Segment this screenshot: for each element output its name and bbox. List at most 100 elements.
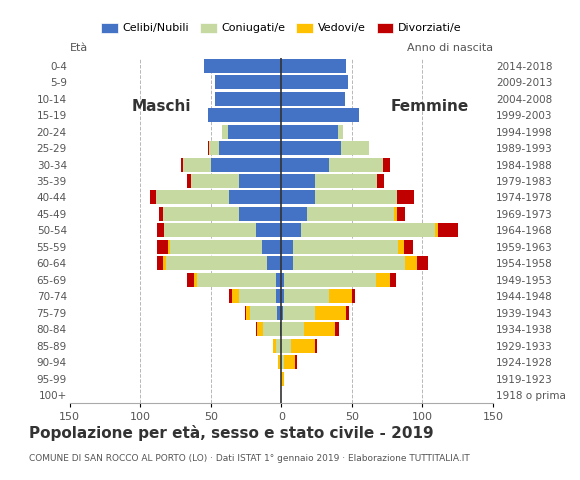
Text: Maschi: Maschi [132,99,191,114]
Bar [263,322,280,336]
Bar [281,306,282,320]
Bar [315,174,377,188]
Bar [338,125,343,139]
Bar [397,191,414,204]
Bar [155,191,229,204]
Bar [183,157,211,171]
Bar [245,306,246,320]
Bar [304,322,335,336]
Bar [197,273,276,287]
Bar [281,240,292,254]
Bar [204,59,281,73]
Bar [276,338,281,353]
Bar [208,108,281,122]
Bar [281,256,292,270]
Bar [340,141,369,155]
Bar [284,355,295,369]
Bar [267,256,281,270]
Bar [165,256,267,270]
Bar [228,125,281,139]
Bar [281,289,284,303]
Bar [284,289,329,303]
Bar [315,338,317,353]
Bar [281,174,315,188]
Bar [280,322,281,336]
Bar [329,289,352,303]
Bar [398,240,404,254]
Bar [194,273,197,287]
Bar [211,157,281,171]
Bar [292,240,398,254]
Text: Femmine: Femmine [390,99,469,114]
Bar [281,372,284,385]
Bar [157,256,163,270]
Bar [208,141,209,155]
Bar [281,273,284,287]
Bar [232,289,239,303]
Bar [276,273,281,287]
Bar [219,141,281,155]
Bar [278,355,280,369]
Bar [281,125,338,139]
Bar [281,141,340,155]
Bar [163,256,165,270]
Bar [281,75,347,89]
Bar [277,306,281,320]
Bar [284,273,376,287]
Bar [281,355,284,369]
Bar [239,289,276,303]
Bar [280,355,281,369]
Bar [168,240,170,254]
Bar [383,157,390,171]
Bar [209,141,219,155]
Bar [281,322,304,336]
Bar [377,174,385,188]
Bar [181,157,183,171]
Bar [281,207,307,221]
Bar [307,207,394,221]
Bar [215,92,281,106]
Bar [158,207,163,221]
Bar [281,92,345,106]
Bar [390,273,396,287]
Bar [164,223,256,238]
Bar [222,125,228,139]
Legend: Celibi/Nubili, Coniugati/e, Vedovi/e, Divorziati/e: Celibi/Nubili, Coniugati/e, Vedovi/e, Di… [97,18,466,38]
Bar [191,174,239,188]
Text: COMUNE DI SAN ROCCO AL PORTO (LO) · Dati ISTAT 1° gennaio 2019 · Elaborazione TU: COMUNE DI SAN ROCCO AL PORTO (LO) · Dati… [29,454,470,463]
Bar [315,191,397,204]
Bar [335,322,339,336]
Bar [435,223,438,238]
Bar [262,240,281,254]
Bar [281,223,301,238]
Bar [163,207,239,221]
Text: Età: Età [70,43,88,53]
Bar [258,322,263,336]
Bar [301,223,435,238]
Bar [246,306,250,320]
Bar [281,157,329,171]
Bar [150,191,155,204]
Bar [394,207,397,221]
Bar [157,240,168,254]
Bar [256,223,281,238]
Bar [281,191,315,204]
Bar [438,223,458,238]
Bar [215,75,281,89]
Bar [157,223,164,238]
Bar [405,256,417,270]
Bar [187,273,194,287]
Bar [346,306,349,320]
Bar [315,306,346,320]
Bar [229,289,232,303]
Bar [376,273,390,287]
Bar [273,338,275,353]
Bar [239,207,281,221]
Bar [417,256,428,270]
Bar [281,59,346,73]
Bar [282,306,315,320]
Bar [292,256,405,270]
Text: Popolazione per età, sesso e stato civile - 2019: Popolazione per età, sesso e stato civil… [29,425,434,441]
Bar [250,306,277,320]
Bar [295,355,297,369]
